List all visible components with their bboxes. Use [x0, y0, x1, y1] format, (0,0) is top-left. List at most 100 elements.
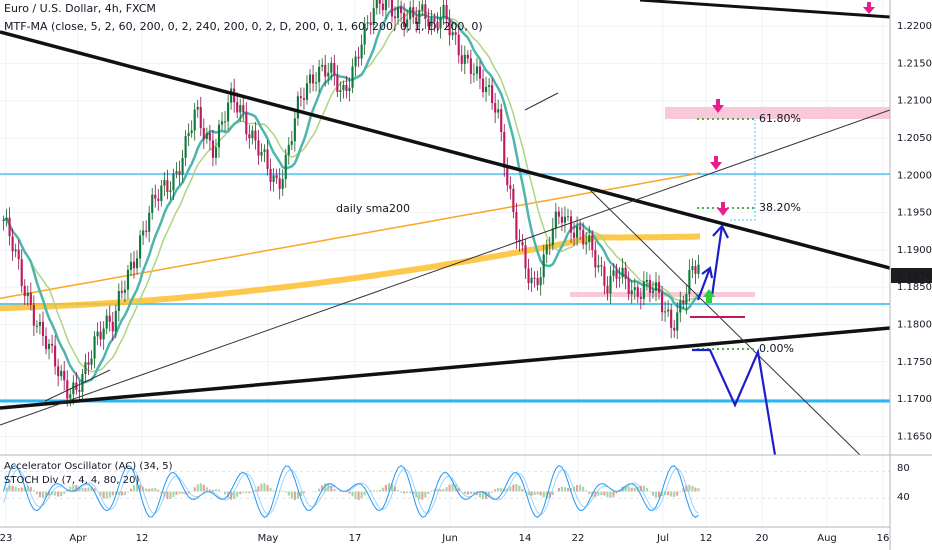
candle-down [266, 149, 269, 169]
ac-histogram [5, 483, 700, 500]
candle-down [460, 55, 463, 64]
candle-up [287, 144, 290, 155]
candle-up [175, 171, 178, 174]
candle-down [248, 134, 251, 139]
candle-up [597, 265, 600, 268]
candle-down [466, 54, 469, 59]
time-tick-label: May [258, 533, 279, 544]
candle-up [281, 179, 284, 189]
ac-bar [266, 485, 269, 492]
candle-down [20, 259, 23, 286]
candle-down [424, 4, 427, 19]
candle-up [667, 309, 670, 312]
ac-bar [20, 487, 23, 492]
candle-down [478, 66, 482, 79]
ac-bar [642, 485, 645, 492]
price-axis[interactable]: 1.22000 1.21500 1.21000 1.20500 1.20000 1.195… [897, 21, 932, 442]
candle-down [17, 249, 20, 260]
ac-bar [63, 491, 66, 494]
candle-down [381, 3, 384, 11]
ac-bar [123, 491, 126, 495]
candle-down [269, 168, 272, 183]
candle-down [357, 56, 360, 59]
candle-down [448, 19, 451, 36]
candle-up [551, 228, 554, 246]
ac-bar [90, 486, 93, 492]
candle-up [475, 66, 479, 74]
ac-bar [202, 484, 205, 492]
ac-bar [688, 484, 691, 492]
candle-up [72, 382, 75, 395]
ac-bar [527, 491, 530, 496]
candle-down [32, 304, 35, 326]
candle-up [372, 8, 375, 26]
ac-bar [26, 485, 29, 492]
ac-bar [557, 487, 560, 492]
ac-bar [427, 491, 430, 494]
candle-up [117, 290, 120, 311]
candle-down [515, 211, 518, 240]
ac-bar [366, 491, 369, 493]
ac-bar [111, 491, 114, 496]
candle-down [657, 282, 661, 293]
resistance-zone [665, 107, 890, 119]
ac-bar [603, 491, 606, 496]
ac-bar [363, 491, 366, 496]
ac-bar [569, 488, 573, 492]
candle-down [661, 292, 664, 313]
candle-up [409, 7, 412, 20]
ac-bar [369, 490, 372, 492]
ac-bar [442, 489, 445, 492]
ac-bar [172, 491, 175, 498]
ac-bar [393, 486, 397, 492]
candle-up [566, 216, 570, 218]
candle-down [600, 265, 603, 267]
ac-bar [597, 491, 600, 496]
ac-bar [145, 488, 148, 492]
candle-up [484, 86, 488, 93]
ac-bar [494, 489, 497, 492]
magenta-arrow-top [863, 2, 875, 14]
candle-up [126, 269, 130, 290]
candle-up [645, 279, 648, 282]
candle-up [691, 266, 694, 270]
candle-up [342, 84, 345, 91]
candle-down [44, 336, 48, 349]
ac-bar [630, 487, 633, 492]
candle-up [315, 82, 318, 84]
ac-bar [108, 491, 111, 498]
candle-down [157, 198, 160, 201]
stoch-k-line [3, 464, 699, 519]
candle-up [351, 66, 354, 88]
price-tick-label: 1.20500 [897, 133, 932, 144]
ac-bar [23, 486, 26, 492]
candle-up [545, 244, 548, 255]
ac-bar [533, 491, 536, 495]
candle-down [694, 266, 697, 274]
ac-bar [260, 483, 263, 492]
ac-bar [102, 491, 105, 499]
ac-bar [378, 489, 381, 492]
ac-bar [178, 491, 181, 494]
bullish-arrow-1 [696, 267, 712, 301]
ac-bar [296, 491, 299, 499]
time-tick-label: 17 [349, 533, 362, 544]
ac-bar [302, 491, 306, 494]
candle-up [227, 102, 230, 122]
candle-up [172, 173, 175, 191]
ac-bar [530, 491, 533, 496]
ac-bar [615, 491, 618, 494]
candle-up [472, 73, 475, 75]
ac-bar [421, 491, 424, 500]
ac-bar [515, 483, 518, 492]
ac-bar [439, 489, 442, 492]
candle-down [591, 235, 594, 250]
candle-down [400, 6, 403, 14]
ac-bar [481, 491, 485, 500]
trendline-small [44, 369, 111, 402]
time-axis[interactable]: 23 Apr 12 May 17 Jun 14 22 Jul 12 20 Aug 16 [0, 533, 889, 544]
ac-bar [211, 489, 214, 492]
ac-bar [47, 491, 51, 496]
candle-up [621, 267, 624, 278]
ac-bar [151, 488, 154, 492]
